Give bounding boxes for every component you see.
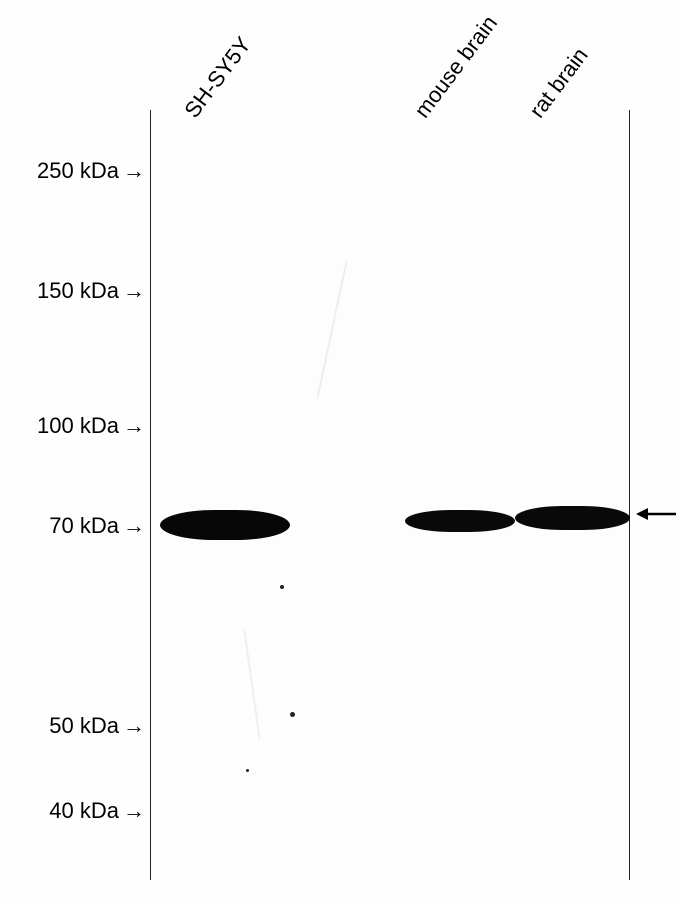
mw-value: 100 kDa xyxy=(37,413,119,438)
mw-marker: 250 kDa→ xyxy=(15,158,145,184)
arrow-right-icon: → xyxy=(123,158,145,184)
lane-label: mouse brain xyxy=(409,11,503,123)
blot-membrane xyxy=(150,110,630,880)
protein-band xyxy=(160,510,290,540)
mw-marker: 40 kDa→ xyxy=(15,798,145,824)
arrow-right-icon: → xyxy=(123,713,145,739)
band-indicator-arrow-icon xyxy=(636,501,676,532)
figure-container: WWW.PTGLAB.COM SH-SY5Y mouse brain rat b… xyxy=(0,0,680,903)
arrow-right-icon: → xyxy=(123,513,145,539)
artifact-speck xyxy=(280,585,284,589)
mw-marker: 50 kDa→ xyxy=(15,713,145,739)
mw-value: 50 kDa xyxy=(49,713,119,738)
artifact-line xyxy=(316,261,347,398)
mw-value: 40 kDa xyxy=(49,798,119,823)
artifact-speck xyxy=(246,769,249,772)
arrow-right-icon: → xyxy=(123,413,145,439)
mw-value: 250 kDa xyxy=(37,158,119,183)
arrow-right-icon: → xyxy=(123,798,145,824)
mw-marker: 150 kDa→ xyxy=(15,278,145,304)
mw-marker: 100 kDa→ xyxy=(15,413,145,439)
mw-value: 70 kDa xyxy=(49,513,119,538)
artifact-line xyxy=(243,630,260,739)
protein-band xyxy=(405,510,515,532)
protein-band xyxy=(515,506,630,530)
mw-marker: 70 kDa→ xyxy=(15,513,145,539)
artifact-speck xyxy=(290,712,295,717)
mw-value: 150 kDa xyxy=(37,278,119,303)
arrow-right-icon: → xyxy=(123,278,145,304)
